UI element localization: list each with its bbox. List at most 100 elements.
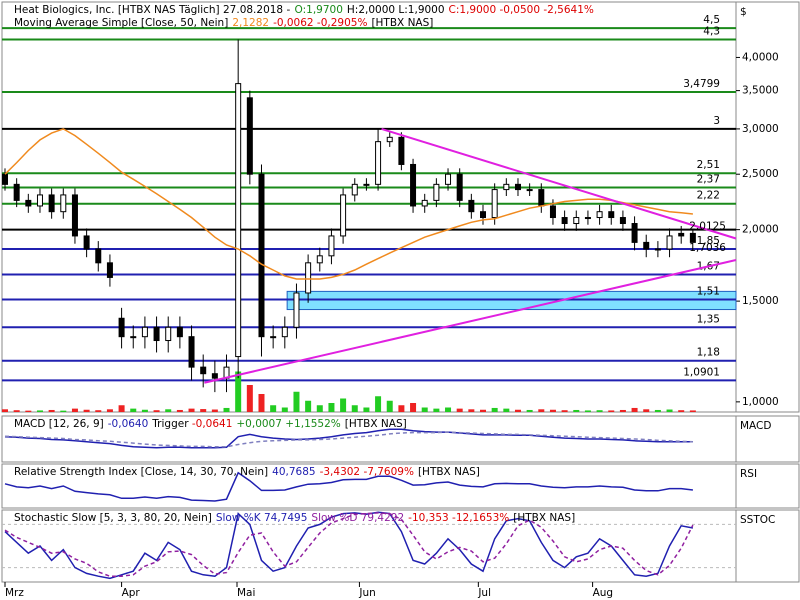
volume-bar: [619, 409, 626, 412]
volume-bar: [468, 409, 475, 412]
header-part: [HTBX NAS]: [418, 466, 480, 478]
volume-bar: [526, 409, 533, 412]
volume-bar: [211, 409, 218, 412]
volume-bar: [153, 410, 160, 412]
y-tick-label: 3,5000: [742, 85, 779, 97]
header-part: H:2,0000 L:1,9000: [347, 4, 445, 16]
candle-body: [2, 173, 8, 185]
candle-body: [421, 199, 428, 207]
volume-bar: [433, 408, 440, 412]
x-tick-label: Apr: [122, 587, 141, 599]
candle-body: [503, 183, 510, 191]
header-part: [HTBX NAS]: [371, 17, 433, 29]
volume-bar: [188, 408, 195, 412]
candle-body: [258, 173, 265, 338]
volume-bar: [654, 409, 661, 412]
candle-body: [643, 241, 650, 250]
header-part: Trigger: [151, 418, 189, 430]
candle-body: [468, 199, 475, 213]
volume-bar: [106, 409, 113, 412]
candle-body: [340, 194, 347, 237]
axis-frame: [735, 1, 800, 413]
volume-bar: [2, 409, 8, 412]
header-part: MACD [12, 26, 9]: [14, 418, 104, 430]
candle-body: [573, 217, 580, 225]
level-label: 1,35: [697, 313, 720, 325]
volume-bar: [445, 407, 452, 412]
header-part: -0,0641: [192, 418, 233, 430]
candle-body: [176, 326, 183, 338]
series-line: [4, 511, 694, 580]
x-tick-label: Mai: [237, 587, 255, 599]
candle-body: [351, 183, 358, 196]
level-label: 4,5: [703, 14, 720, 26]
volume-bar: [36, 410, 43, 412]
volume-bar: [130, 408, 137, 412]
candle-body: [246, 97, 253, 175]
candle-body: [456, 173, 463, 201]
volume-bar: [631, 407, 638, 412]
candle-body: [95, 248, 102, 264]
axis-frame: [735, 509, 800, 583]
volume-bar: [48, 409, 55, 412]
candle-body: [270, 336, 277, 339]
candle-body: [398, 136, 405, 165]
level-label: 1,18: [697, 347, 720, 359]
volume-bar: [643, 409, 650, 412]
candle-body: [631, 223, 638, 243]
header-part: Moving Average Simple [Close, 50, Nein]: [14, 17, 228, 29]
header-part: C:1,9000 -0,0500 -2,5641%: [449, 4, 594, 16]
candle-body: [281, 326, 288, 338]
volume-bar: [503, 408, 510, 412]
panel-header: Moving Average Simple [Close, 50, Nein] 2…: [14, 17, 433, 29]
header-part: Heat Biologics, Inc. [HTBX NAS Täglich] …: [14, 4, 291, 16]
axis-frame: [735, 463, 800, 509]
candle-body: [584, 217, 591, 220]
axis-frame: [735, 415, 800, 463]
volume-bar: [13, 410, 20, 412]
x-tick-label: Jul: [477, 587, 491, 599]
volume-bar: [351, 405, 358, 412]
candle-body: [141, 326, 148, 338]
panel-label: MACD: [740, 420, 771, 432]
volume-bar: [328, 403, 335, 412]
panel-label: SSTOC: [740, 514, 775, 526]
volume-bar: [514, 409, 521, 412]
candle-body: [410, 163, 417, 207]
candle-body: [188, 336, 195, 368]
volume-bar: [246, 385, 253, 412]
level-label: 2,51: [697, 159, 720, 171]
header-part: -0,0640: [108, 418, 149, 430]
panel-header: MACD [12, 26, 9] -0,0640 Trigger -0,0641 +0,…: [14, 418, 407, 430]
volume-bar: [363, 407, 370, 412]
header-part: -10,353 -12,1653%: [408, 512, 509, 524]
candle-body: [386, 136, 393, 143]
level-label: 1,85: [697, 235, 720, 247]
candle-body: [561, 217, 568, 225]
candle-body: [678, 232, 685, 237]
volume-bar: [608, 410, 615, 412]
volume-bar: [235, 371, 242, 412]
candle-body: [514, 183, 521, 191]
candle-body: [106, 262, 113, 278]
panel-label: $: [740, 6, 747, 18]
series-line: [4, 471, 693, 502]
level-label: 1,0901: [683, 366, 720, 378]
volume-bar: [176, 409, 183, 412]
volume-bar: [398, 405, 405, 412]
panel-header: Stochastic Slow [5, 3, 3, 80, 20, Nein] S…: [14, 512, 575, 524]
candle-body: [13, 183, 20, 201]
volume-bar: [573, 409, 580, 412]
candle-body: [363, 183, 370, 186]
level-label: 3,4799: [683, 78, 720, 90]
volume-bar: [386, 400, 393, 412]
x-tick-label: Mrz: [5, 587, 24, 599]
header-part: Slow %K 74,7495: [216, 512, 308, 524]
volume-bar: [293, 391, 300, 412]
header-part: 40,7685: [272, 466, 315, 478]
candle-body: [200, 366, 207, 375]
volume-bar: [25, 410, 32, 412]
candle-body: [211, 373, 218, 379]
header-part: [HTBX NAS]: [513, 512, 575, 524]
series-line: [4, 128, 693, 280]
